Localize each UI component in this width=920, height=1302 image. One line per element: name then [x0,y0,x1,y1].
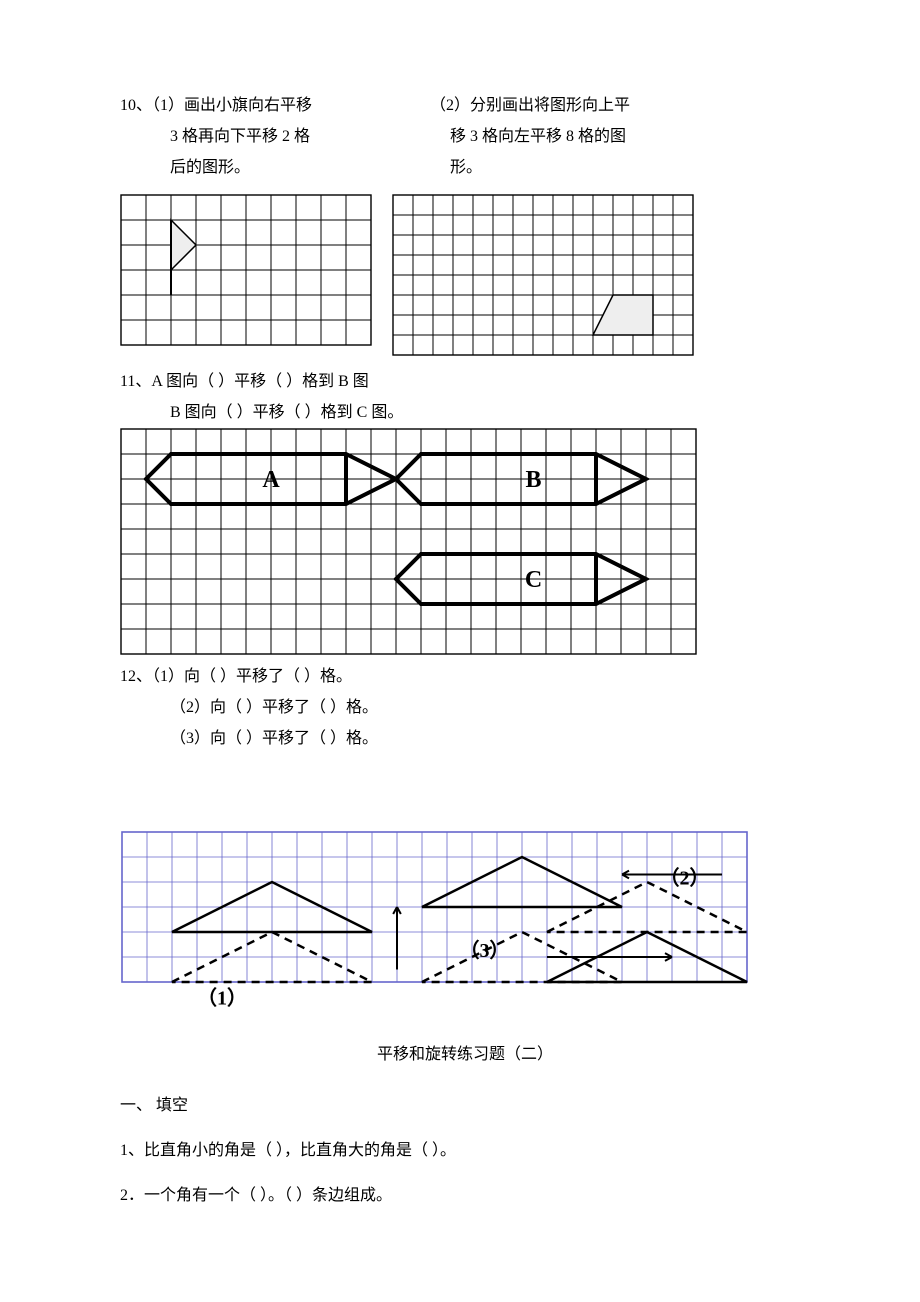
q12-grid: （1） （2） （3） [120,755,810,1009]
svg-text:B: B [525,467,541,493]
q12-line1: 12、（1）向（ ）平移了（ ）格。 [120,661,810,692]
q10-grid1 [120,194,372,356]
q11-grid: A B C [120,428,810,655]
q12-line3: （3）向（ ）平移了（ ）格。 [120,723,810,754]
q10-1-line3: 后的图形。 [120,152,390,183]
section2-q2: 2．一个角有一个（ ）。（ ）条边组成。 [120,1180,810,1211]
q10-2-line2: 移 3 格向左平移 8 格的图 [430,121,740,152]
svg-text:C: C [525,567,542,593]
q10-2-line1: （2）分别画出将图形向上平 [430,90,740,121]
svg-text:（2）: （2） [660,866,710,889]
q10-2-line3: 形。 [430,152,740,183]
section2-title: 平移和旋转练习题（二） [120,1039,810,1070]
svg-text:（3）: （3） [460,939,510,962]
q12-line2: （2）向（ ）平移了（ ）格。 [120,692,810,723]
section2-fill-head: 一、 填空 [120,1090,810,1121]
section2-q1: 1、比直角小的角是（ ），比直角大的角是（ ）。 [120,1135,810,1166]
q10-1-line1: 10、（1）画出小旗向右平移 [120,90,390,121]
q10-grid2 [392,194,694,356]
svg-text:（1）: （1） [197,986,247,1009]
q11-line2: B 图向（ ）平移（ ）格到 C 图。 [120,397,810,428]
svg-text:A: A [262,467,280,493]
q11-line1: 11、A 图向（ ）平移（ ）格到 B 图 [120,366,810,397]
q10-1-line2: 3 格再向下平移 2 格 [120,121,390,152]
